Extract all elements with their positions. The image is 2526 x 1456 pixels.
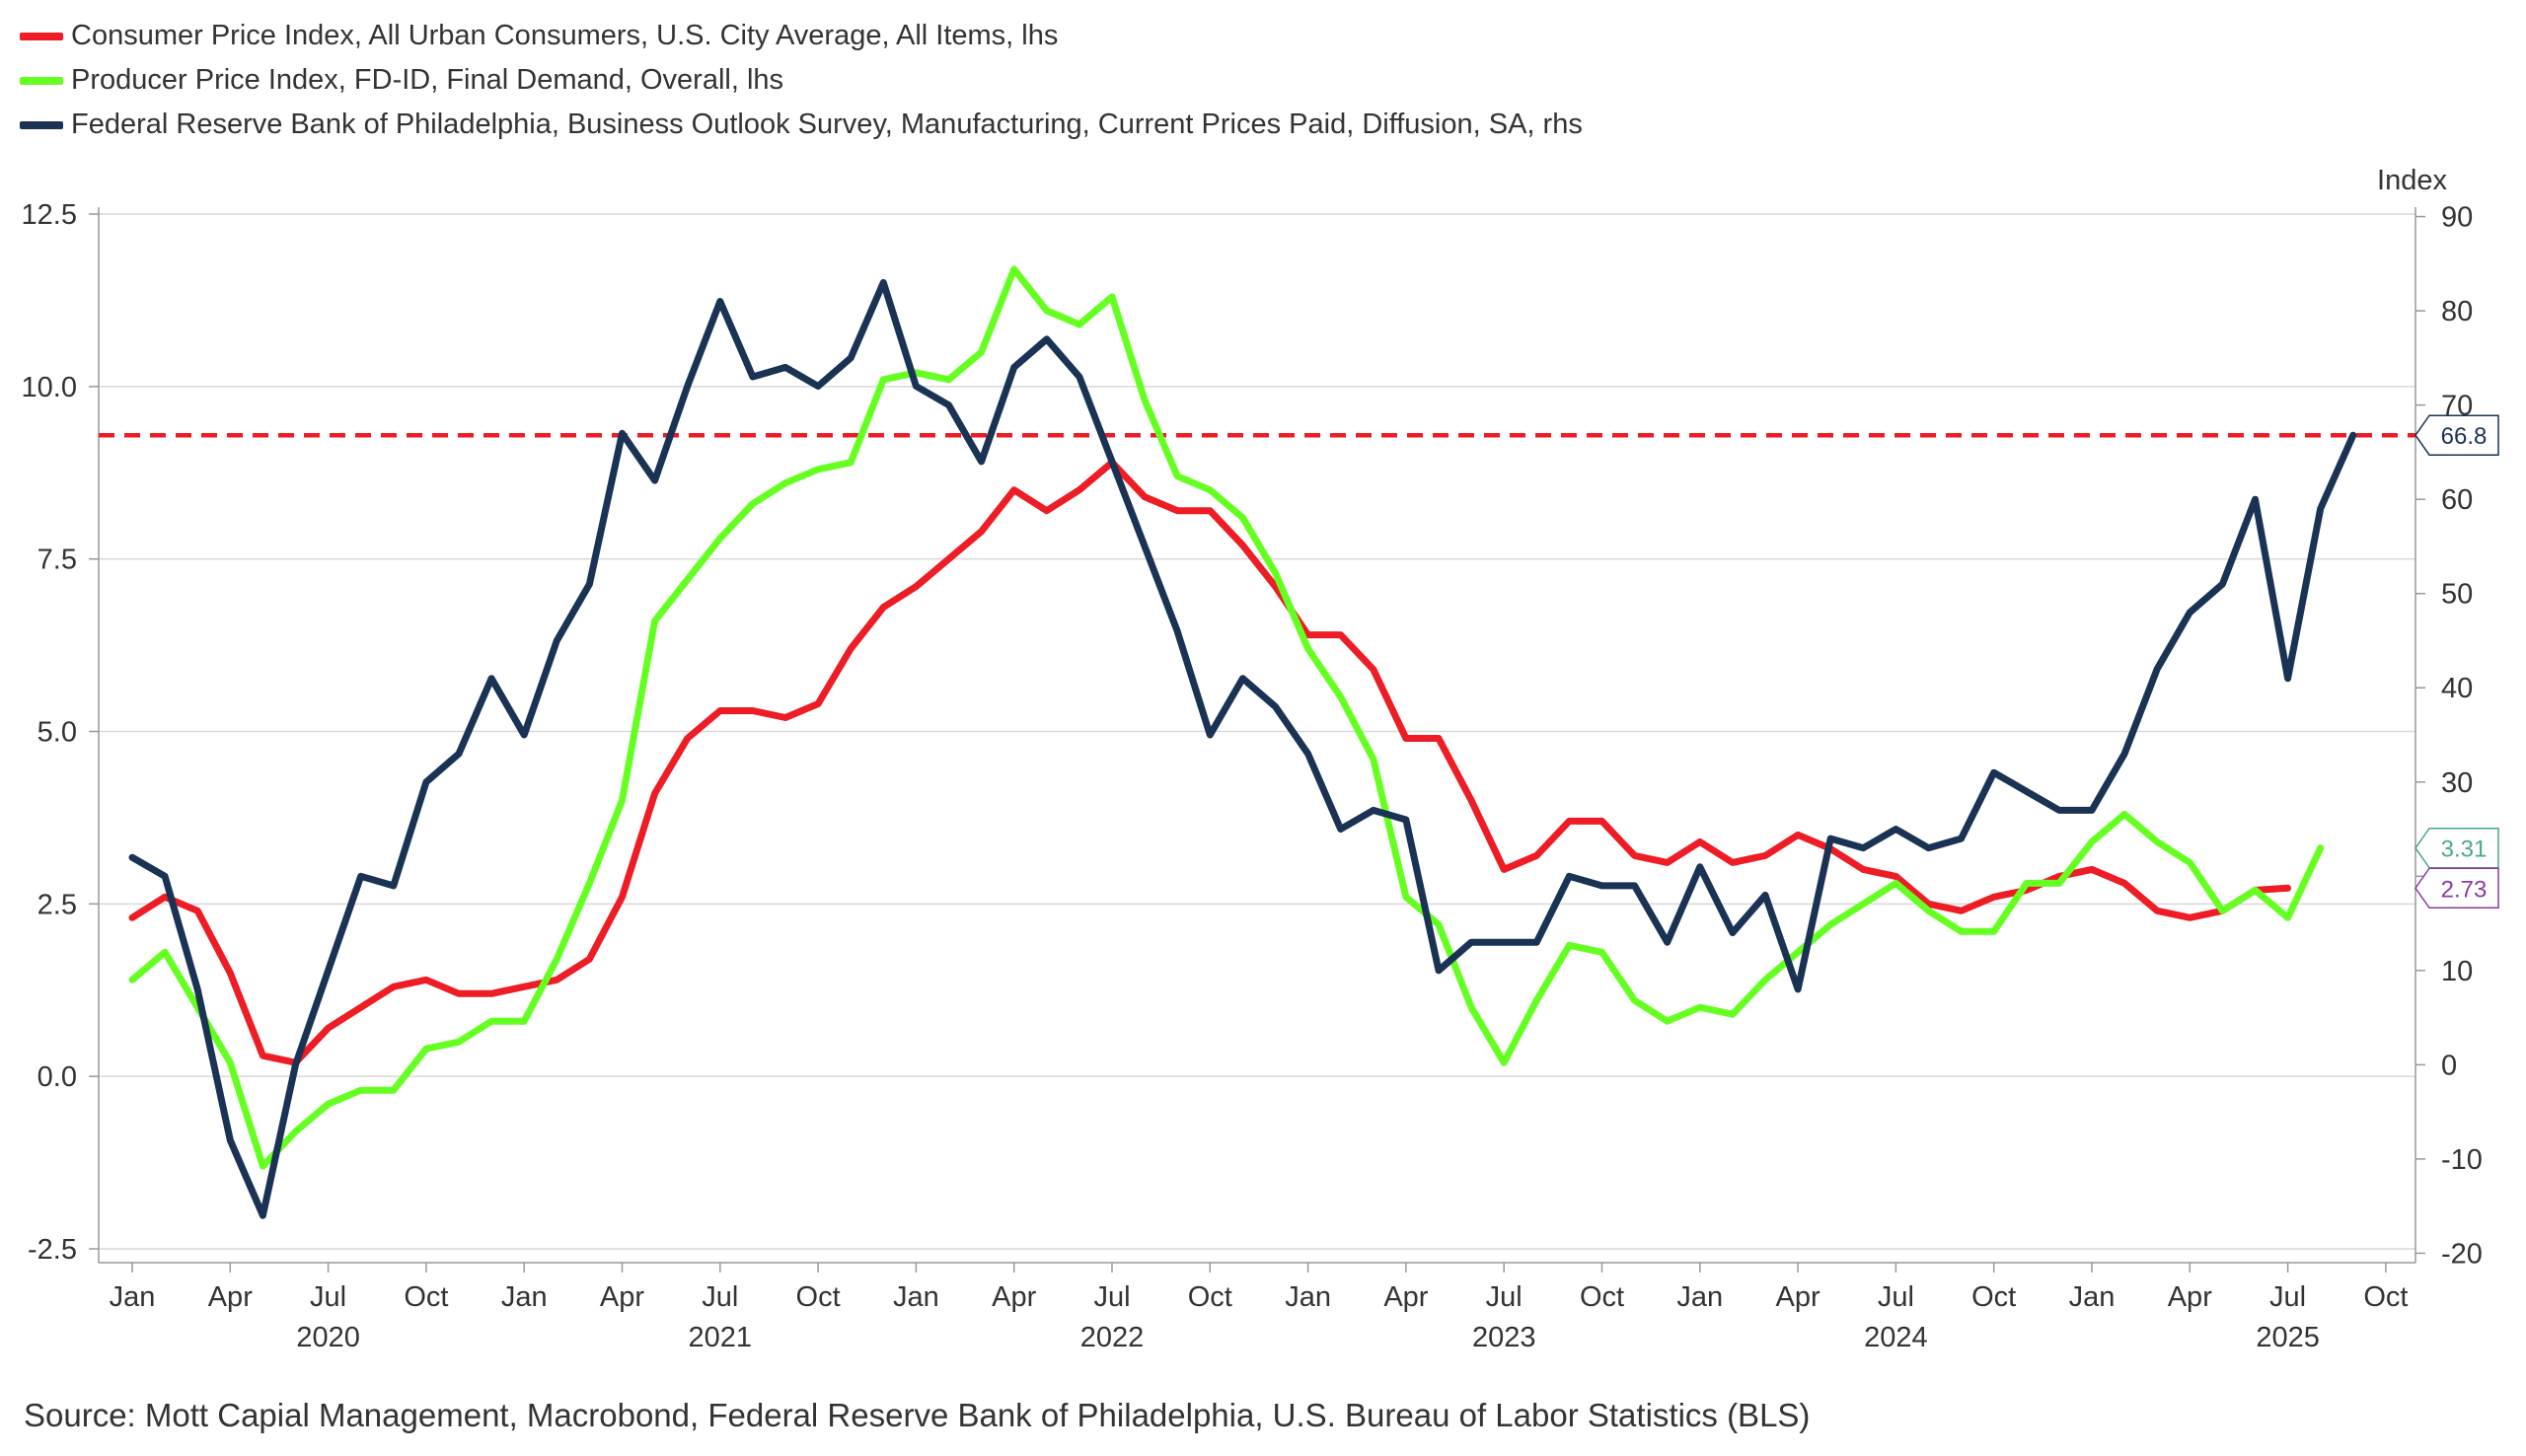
x-tick-label: Jul: [1093, 1281, 1130, 1313]
axes: 12.510.07.55.02.50.0-2.59080706050403020…: [22, 199, 2483, 1353]
x-tick-label: Jul: [310, 1281, 346, 1313]
value-label-text: 3.31: [2441, 837, 2488, 863]
x-year-label: 2024: [1864, 1322, 1928, 1353]
x-tick-label: Oct: [2363, 1281, 2408, 1313]
x-tick-label: Jul: [702, 1281, 738, 1313]
left-tick-label: 12.5: [22, 199, 77, 231]
legend-label-philly-fed: Federal Reserve Bank of Philadelphia, Bu…: [71, 109, 1583, 140]
x-tick-label: Apr: [1776, 1281, 1820, 1313]
legend-swatch-ppi: [20, 76, 63, 85]
right-tick-label: 90: [2441, 202, 2473, 234]
gridlines: [99, 213, 2415, 1250]
x-tick-label: Oct: [1580, 1281, 1624, 1313]
ppi-line: [128, 265, 2325, 1170]
source-note: Source: Mott Capial Management, Macrobon…: [24, 1397, 1811, 1433]
x-tick-label: Apr: [600, 1281, 644, 1313]
legend-swatch-cpi: [20, 32, 63, 40]
right-axis-title: Index: [2377, 165, 2447, 196]
left-tick-label: 5.0: [37, 717, 77, 749]
right-tick-label: -20: [2441, 1238, 2483, 1270]
right-tick-label: 10: [2441, 956, 2473, 987]
x-tick-label: Jul: [1878, 1281, 1914, 1313]
x-tick-label: Oct: [796, 1281, 841, 1313]
legend-item-philly-fed[interactable]: Federal Reserve Bank of Philadelphia, Bu…: [20, 103, 1583, 147]
x-tick-label: Jan: [1676, 1281, 1723, 1313]
value-label-box: [2415, 867, 2499, 910]
x-year-label: 2022: [1080, 1322, 1145, 1353]
x-tick-label: Oct: [1971, 1281, 2016, 1313]
legend-label-ppi: Producer Price Index, FD-ID, Final Deman…: [71, 64, 784, 96]
x-tick-label: Jan: [2069, 1281, 2116, 1313]
right-tick-label: -10: [2441, 1144, 2483, 1176]
left-tick-label: 10.0: [22, 372, 77, 403]
right-tick-label: 30: [2441, 767, 2473, 799]
x-year-label: 2025: [2256, 1322, 2320, 1353]
right-tick-label: 60: [2441, 484, 2473, 516]
x-tick-label: Jan: [110, 1281, 156, 1313]
value-label-box: [2415, 827, 2499, 869]
value-label-box: [2415, 414, 2499, 456]
philly-fed-prices-paid-line: [128, 278, 2357, 1219]
value-labels: 66.8 3.31 2.73: [2415, 414, 2499, 910]
x-tick-label: Oct: [1188, 1281, 1232, 1313]
left-tick-label: 2.5: [37, 889, 77, 920]
legend-item-cpi[interactable]: Consumer Price Index, All Urban Consumer…: [20, 14, 1583, 58]
right-tick-label: 50: [2441, 579, 2473, 611]
x-tick-label: Jul: [2269, 1281, 2306, 1313]
left-tick-label: -2.5: [28, 1234, 77, 1266]
x-tick-label: Jul: [1486, 1281, 1523, 1313]
x-year-label: 2021: [689, 1322, 753, 1353]
series-lines: [128, 265, 2357, 1219]
value-label-text: 66.8: [2441, 423, 2488, 450]
x-tick-label: Apr: [208, 1281, 253, 1313]
legend-swatch-philly-fed: [20, 120, 63, 129]
x-tick-label: Apr: [1383, 1281, 1428, 1313]
cpi-line: [128, 459, 2292, 1066]
value-label-text: 2.73: [2441, 876, 2488, 903]
x-tick-label: Jan: [893, 1281, 939, 1313]
right-tick-label: 80: [2441, 296, 2473, 328]
x-tick-label: Oct: [404, 1281, 448, 1313]
legend-item-ppi[interactable]: Producer Price Index, FD-ID, Final Deman…: [20, 58, 1583, 103]
chart-legend: Consumer Price Index, All Urban Consumer…: [20, 14, 1583, 147]
x-year-label: 2023: [1472, 1322, 1536, 1353]
right-tick-label: 0: [2441, 1050, 2457, 1081]
x-tick-label: Apr: [2168, 1281, 2212, 1313]
x-tick-label: Jan: [501, 1281, 548, 1313]
x-year-label: 2020: [296, 1322, 360, 1353]
x-tick-label: Apr: [992, 1281, 1036, 1313]
left-tick-label: 0.0: [37, 1061, 77, 1093]
legend-label-cpi: Consumer Price Index, All Urban Consumer…: [71, 20, 1059, 51]
left-tick-label: 7.5: [37, 545, 77, 576]
right-tick-label: 40: [2441, 673, 2473, 704]
x-tick-label: Jan: [1285, 1281, 1331, 1313]
